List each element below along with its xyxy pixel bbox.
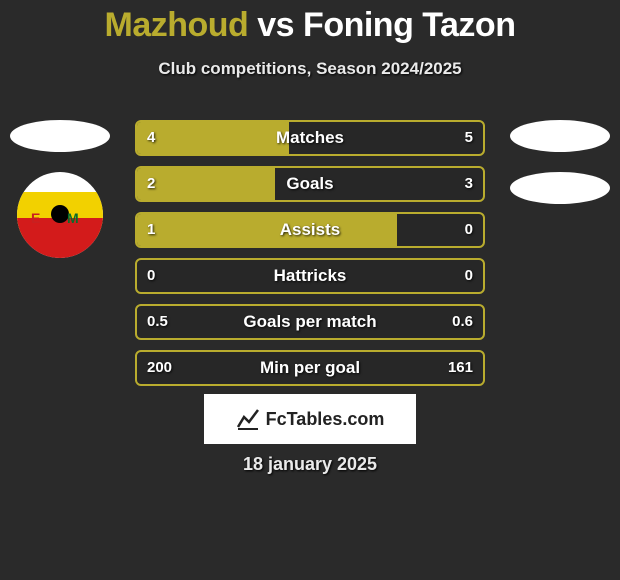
stat-row: 0.50.6Goals per match bbox=[135, 304, 485, 340]
stat-label: Matches bbox=[137, 122, 483, 154]
club-badge-left: E M bbox=[17, 172, 103, 258]
left-column: E M bbox=[10, 120, 110, 258]
stat-label: Min per goal bbox=[137, 352, 483, 384]
fctables-label: FcTables.com bbox=[266, 409, 385, 430]
stat-row: 10Assists bbox=[135, 212, 485, 248]
subtitle: Club competitions, Season 2024/2025 bbox=[0, 59, 620, 79]
right-column bbox=[510, 120, 610, 224]
title-vs: vs bbox=[257, 6, 294, 44]
stat-row: 00Hattricks bbox=[135, 258, 485, 294]
stat-row: 45Matches bbox=[135, 120, 485, 156]
player-photo-right-placeholder bbox=[510, 120, 610, 152]
stat-label: Goals per match bbox=[137, 306, 483, 338]
badge-letter-e: E bbox=[31, 210, 40, 226]
chart-icon bbox=[236, 407, 260, 431]
fctables-link[interactable]: FcTables.com bbox=[204, 394, 416, 444]
date-label: 18 january 2025 bbox=[0, 454, 620, 475]
player-photo-left-placeholder bbox=[10, 120, 110, 152]
stats-container: 45Matches 23Goals 10Assists 00Hattricks 0.50… bbox=[135, 120, 485, 396]
title-right: Foning Tazon bbox=[303, 6, 515, 44]
page-title: Mazhoud vs Foning Tazon bbox=[0, 0, 620, 45]
stat-label: Assists bbox=[137, 214, 483, 246]
stat-row: 23Goals bbox=[135, 166, 485, 202]
title-left: Mazhoud bbox=[105, 6, 249, 44]
stat-label: Hattricks bbox=[137, 260, 483, 292]
club-badge-right-placeholder bbox=[510, 172, 610, 204]
badge-letter-m: M bbox=[67, 210, 79, 226]
stat-row: 200161Min per goal bbox=[135, 350, 485, 386]
stat-label: Goals bbox=[137, 168, 483, 200]
